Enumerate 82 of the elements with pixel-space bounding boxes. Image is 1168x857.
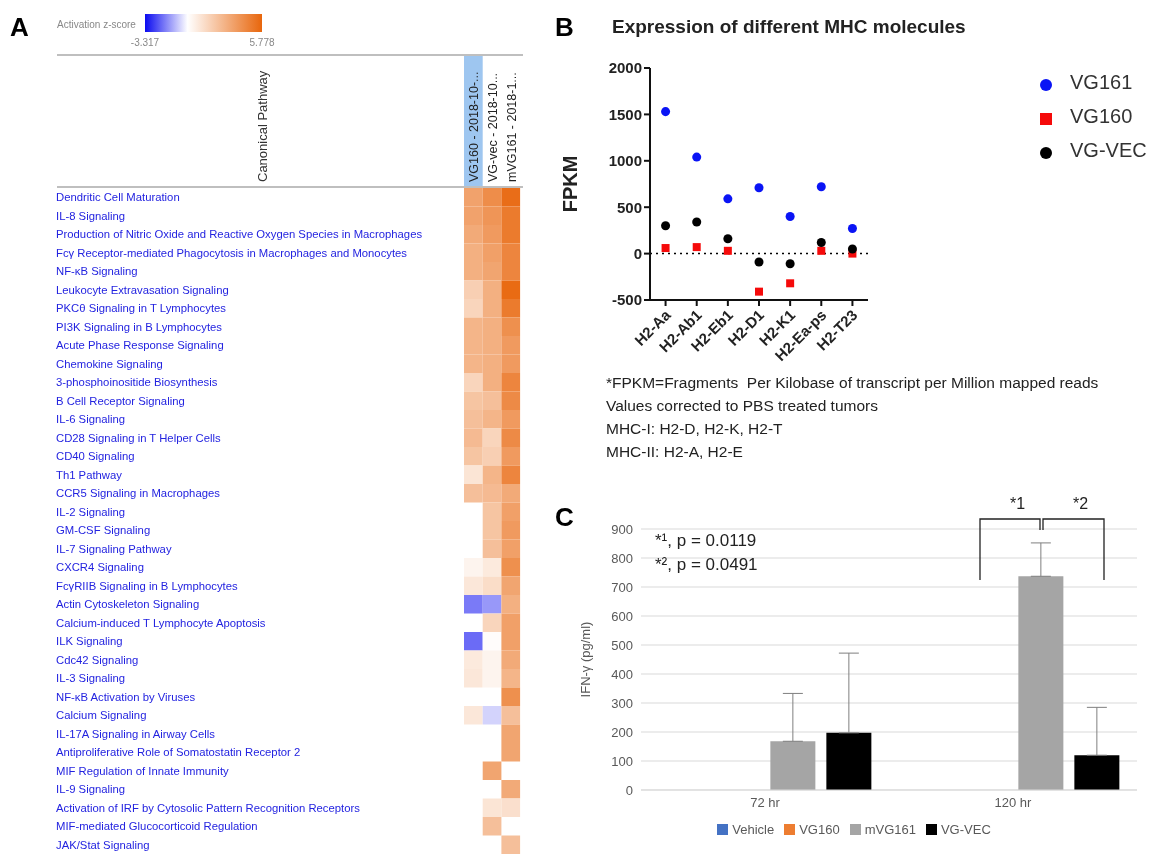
y-tick-label: Th1 Pathway bbox=[56, 468, 123, 481]
color-bar-label: 5.778 bbox=[249, 37, 275, 48]
y-tick-label: JAK/Stat Signaling bbox=[56, 838, 150, 851]
y-tick-label: 3-phosphoinositide Biosynthesis bbox=[56, 376, 218, 389]
y-tick-label: GM-CSF Signaling bbox=[56, 524, 151, 537]
y-tick-label: 2000 bbox=[608, 59, 642, 77]
y-tick-label: 500 bbox=[616, 198, 642, 216]
y-tick-label: 700 bbox=[611, 579, 633, 595]
y-tick-label: CD28 Signaling in T Helper Cells bbox=[56, 431, 222, 444]
y-tick-label: FcγRIIB Signaling in B Lymphocytes bbox=[56, 579, 239, 592]
y-tick-label: Antiproliferative Role of Somatostatin Receptor 2 bbox=[56, 746, 301, 759]
legend-label: VG160 bbox=[1070, 105, 1133, 127]
y-tick-label: IL-8 Signaling bbox=[56, 209, 126, 222]
x-tick-label: 120 hr bbox=[994, 795, 1033, 811]
text: MHC-I: H2-D, H2-K, H2-T bbox=[606, 420, 783, 438]
y-tick-label: Leukocyte Extravasation Signaling bbox=[56, 283, 229, 296]
legend-label: VG161 bbox=[1070, 71, 1133, 93]
text: Values corrected to PBS treated tumors bbox=[606, 397, 878, 415]
y-tick-label: B Cell Receptor Signaling bbox=[56, 394, 185, 407]
y-tick-label: CXCR4 Signaling bbox=[56, 561, 144, 574]
y-tick-label: 400 bbox=[611, 666, 633, 682]
text: A bbox=[10, 12, 29, 43]
y-axis-title: FPKM bbox=[559, 155, 582, 213]
color-bar-label: -3.317 bbox=[130, 37, 160, 48]
x-tick-label: 72 hr bbox=[750, 795, 781, 811]
y-tick-label: NF-κB Signaling bbox=[56, 265, 138, 278]
y-tick-label: ILK Signaling bbox=[56, 635, 123, 648]
annotation: *², p = 0.0491 bbox=[655, 555, 758, 575]
text: MHC-II: H2-A, H2-E bbox=[606, 443, 743, 461]
y-axis-title: Canonical Pathway bbox=[255, 70, 270, 182]
legend-label: VG-VEC bbox=[1070, 139, 1147, 161]
y-tick-label: Acute Phase Response Signaling bbox=[56, 339, 224, 352]
y-tick-label: NF-κB Activation by Viruses bbox=[56, 690, 196, 703]
annotation: *¹, p = 0.0119 bbox=[655, 531, 757, 551]
y-tick-label: Actin Cytoskeleton Signaling bbox=[56, 598, 200, 611]
y-tick-label: 200 bbox=[611, 724, 633, 740]
y-tick-label: 0 bbox=[633, 244, 642, 262]
y-tick-label: CD40 Signaling bbox=[56, 450, 135, 463]
y-tick-label: Calcium Signaling bbox=[56, 709, 147, 722]
y-tick-label: Chemokine Signaling bbox=[56, 357, 163, 370]
y-tick-label: Calcium-induced T Lymphocyte Apoptosis bbox=[56, 616, 266, 629]
legend-label: Vehicle bbox=[732, 822, 775, 837]
y-tick-label: IL-7 Signaling Pathway bbox=[56, 542, 172, 555]
y-tick-label: 100 bbox=[611, 753, 633, 769]
y-tick-label: IL-17A Signaling in Airway Cells bbox=[56, 727, 216, 740]
y-tick-label: Activation of IRF by Cytosolic Pattern Recognition Receptors bbox=[56, 801, 361, 814]
x-tick-label: VG160 - 2018-10-... bbox=[467, 71, 482, 182]
y-tick-label: 500 bbox=[611, 637, 633, 653]
y-tick-label: 900 bbox=[611, 521, 633, 537]
y-tick-label: IL-3 Signaling bbox=[56, 672, 126, 685]
legend-label: VG-VEC bbox=[940, 822, 991, 837]
y-tick-label: IL-2 Signaling bbox=[56, 505, 126, 518]
chart-title: Expression of different MHC molecules bbox=[612, 16, 966, 38]
y-tick-label: PI3K Signaling in B Lymphocytes bbox=[56, 320, 223, 333]
y-tick-label: Production of Nitric Oxide and Reactive Oxygen Species in Macrophages bbox=[56, 228, 423, 241]
y-tick-label: 300 bbox=[611, 695, 633, 711]
y-tick-label: Dendritic Cell Maturation bbox=[56, 191, 180, 204]
y-tick-label: MIF-mediated Glucocorticoid Regulation bbox=[56, 820, 258, 833]
legend-label: mVG161 bbox=[864, 822, 916, 837]
text: *1 bbox=[1010, 495, 1026, 513]
y-tick-label: IL-6 Signaling bbox=[56, 413, 126, 426]
y-tick-label: Fcγ Receptor-mediated Phagocytosis in Macrophages and Monocytes bbox=[56, 246, 408, 259]
y-tick-label: PKCθ Signaling in T Lymphocytes bbox=[56, 302, 227, 315]
y-tick-label: CCR5 Signaling in Macrophages bbox=[56, 487, 221, 500]
y-tick-label: 1000 bbox=[608, 152, 642, 170]
text: *2 bbox=[1073, 495, 1089, 513]
y-tick-label: 600 bbox=[611, 608, 633, 624]
text: *FPKM=Fragments Per Kilobase of transcript per Million mapped reads bbox=[606, 374, 1099, 392]
y-tick-label: 800 bbox=[611, 550, 633, 566]
text: B bbox=[555, 12, 574, 43]
y-axis-title: IFN-γ (pg/ml) bbox=[577, 621, 593, 698]
y-tick-label: 0 bbox=[625, 782, 633, 798]
y-tick-label: Cdc42 Signaling bbox=[56, 653, 139, 666]
x-tick-label: VG-vec - 2018-10... bbox=[486, 72, 501, 182]
y-tick-label: IL-9 Signaling bbox=[56, 783, 126, 796]
y-tick-label: -500 bbox=[611, 291, 642, 309]
y-tick-label: 1500 bbox=[608, 105, 642, 123]
legend-label: VG160 bbox=[799, 822, 840, 837]
y-tick-label: MIF Regulation of Innate Immunity bbox=[56, 764, 230, 777]
color-bar-title: Activation z-score bbox=[57, 19, 137, 30]
text: C bbox=[555, 502, 574, 533]
x-tick-label: mVG161 - 2018-1... bbox=[504, 72, 519, 182]
